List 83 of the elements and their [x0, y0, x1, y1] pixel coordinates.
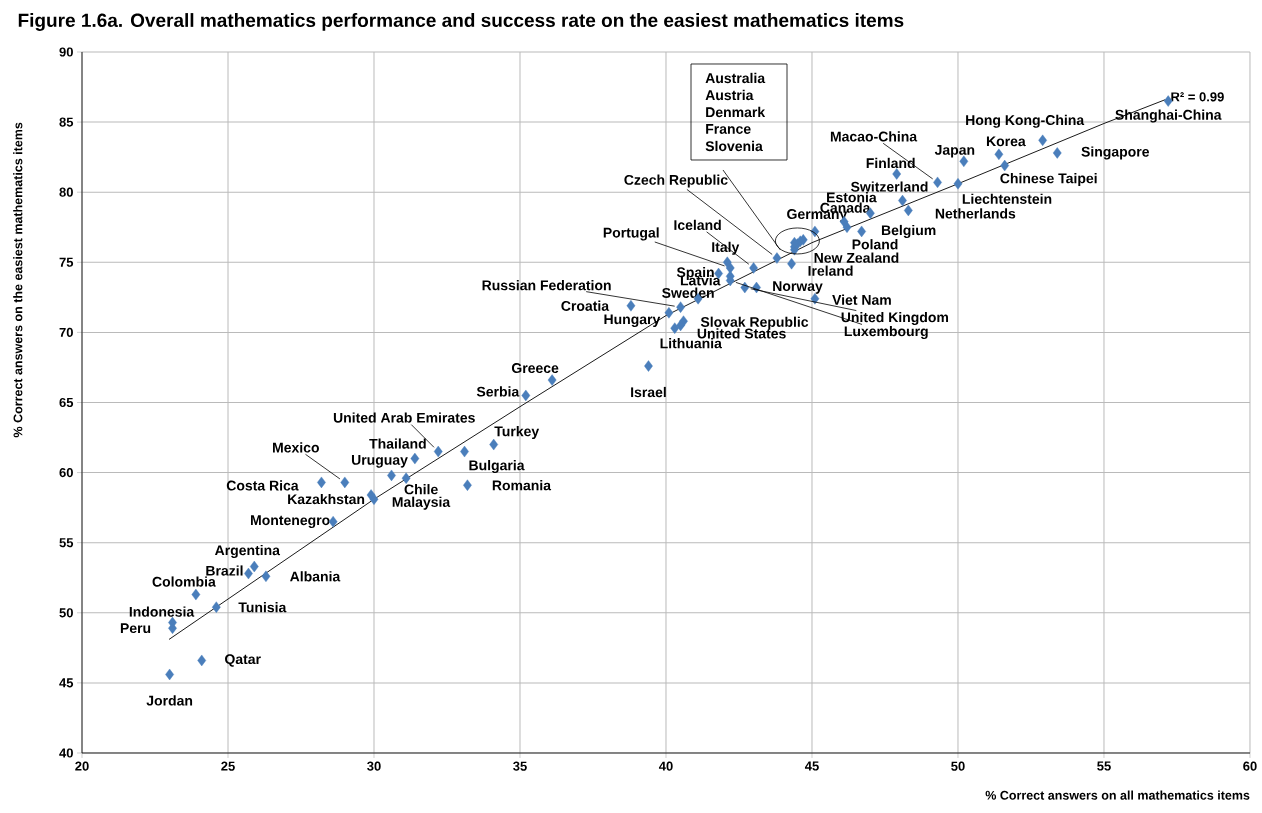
data-label: Italy: [712, 241, 740, 255]
data-label: Costa Rica: [226, 480, 299, 491]
data-label: Russian Federation: [482, 280, 611, 291]
data-label: Colombia: [152, 576, 216, 587]
data-label: Chinese Taipei: [1000, 173, 1097, 187]
data-label: Thailand: [369, 438, 426, 449]
data-label: Qatar: [225, 654, 261, 667]
data-label: United Arab Emirates: [333, 412, 475, 423]
y-tick-label: 80: [59, 187, 73, 197]
data-label: Serbia: [476, 386, 520, 397]
y-tick-label: 50: [59, 608, 73, 618]
data-label: Estonia: [827, 192, 877, 203]
data-label: Argentina: [214, 544, 281, 559]
data-label: Shanghai-China: [1115, 109, 1222, 123]
x-tick-label: 45: [804, 761, 819, 771]
x-tick-label: 35: [513, 761, 527, 771]
data-label: Mexico: [273, 442, 319, 453]
data-label: United Kingdom: [841, 311, 949, 326]
chart-title: Figure 1.6a. Overall mathematics performance and success rate on the easiest mathematics items: [18, 13, 904, 31]
y-tick-label: 65: [59, 397, 74, 408]
x-tick-label: 55: [1097, 761, 1111, 771]
data-label: Iceland: [674, 219, 721, 231]
data-label: Norway: [773, 281, 823, 294]
annotation: Austria: [705, 89, 754, 101]
data-label: Jordan: [146, 695, 193, 706]
annotation: France: [706, 124, 751, 134]
data-label: Israel: [631, 386, 666, 398]
x-tick-label: 50: [951, 761, 965, 771]
y-axis-title: % Correct answers on the easiest mathematics items: [13, 122, 23, 438]
y-tick-label: 45: [59, 678, 74, 688]
y-tick-label: 75: [59, 257, 74, 267]
x-tick-label: 60: [1243, 761, 1257, 771]
data-label: Romania: [492, 480, 552, 491]
data-label: Kazakhstan: [288, 493, 365, 505]
y-tick-label: 85: [59, 117, 74, 127]
x-tick-label: 30: [367, 761, 381, 771]
data-label: Luxembourg: [844, 325, 928, 340]
data-label: Tunisia: [238, 602, 287, 613]
annotation: Slovenia: [705, 140, 763, 152]
x-tick-label: 25: [221, 761, 235, 771]
data-label: Liechtenstein: [962, 193, 1052, 204]
data-label: Chile: [404, 484, 438, 495]
x-axis-title: % Correct answers on all mathematics items: [985, 790, 1250, 800]
y-tick-label: 55: [59, 538, 74, 548]
annotation: R² = 0.99: [1171, 92, 1224, 102]
data-label: Hong Kong-China: [966, 114, 1085, 128]
data-label: Uruguay: [351, 455, 408, 468]
data-label: Japan: [934, 145, 975, 158]
y-tick-label: 90: [59, 47, 73, 57]
data-label: Ireland: [808, 265, 853, 276]
data-label: Singapore: [1081, 146, 1150, 160]
data-label: Portugal: [603, 227, 659, 241]
data-label: Bulgaria: [469, 460, 525, 474]
data-label: Montenegro: [251, 515, 330, 528]
data-label: Sweden: [662, 287, 714, 298]
data-label: United States: [697, 328, 786, 339]
data-label: Croatia: [561, 300, 610, 311]
data-label: Albania: [290, 571, 341, 582]
data-label: New Zealand: [814, 252, 899, 263]
data-label: Macao-China: [830, 131, 918, 142]
data-label: Finland: [866, 157, 915, 169]
data-label: Greece: [511, 363, 559, 374]
data-label: Indonesia: [129, 606, 195, 617]
y-tick-label: 60: [59, 467, 73, 478]
data-label: Korea: [986, 136, 1026, 147]
data-label: Netherlands: [935, 208, 1016, 219]
annotation: Denmark: [706, 106, 766, 118]
data-label: Hungary: [604, 314, 661, 328]
data-label: Viet Nam: [832, 294, 891, 305]
data-label: Poland: [852, 239, 898, 250]
data-label: Lithuania: [660, 338, 722, 349]
data-label: Peru: [120, 623, 151, 634]
y-tick-label: 70: [59, 327, 73, 337]
annotation: Australia: [705, 72, 766, 84]
x-tick-label: 20: [75, 761, 89, 771]
data-label: Belgium: [881, 224, 936, 238]
data-label: Brazil: [206, 565, 243, 576]
data-label: Malaysia: [392, 496, 451, 510]
y-tick-label: 40: [59, 748, 73, 758]
data-label: Switzerland: [851, 181, 928, 192]
x-tick-label: 40: [658, 761, 673, 771]
data-label: Turkey: [494, 426, 540, 440]
data-label: Czech Republic: [624, 174, 728, 188]
